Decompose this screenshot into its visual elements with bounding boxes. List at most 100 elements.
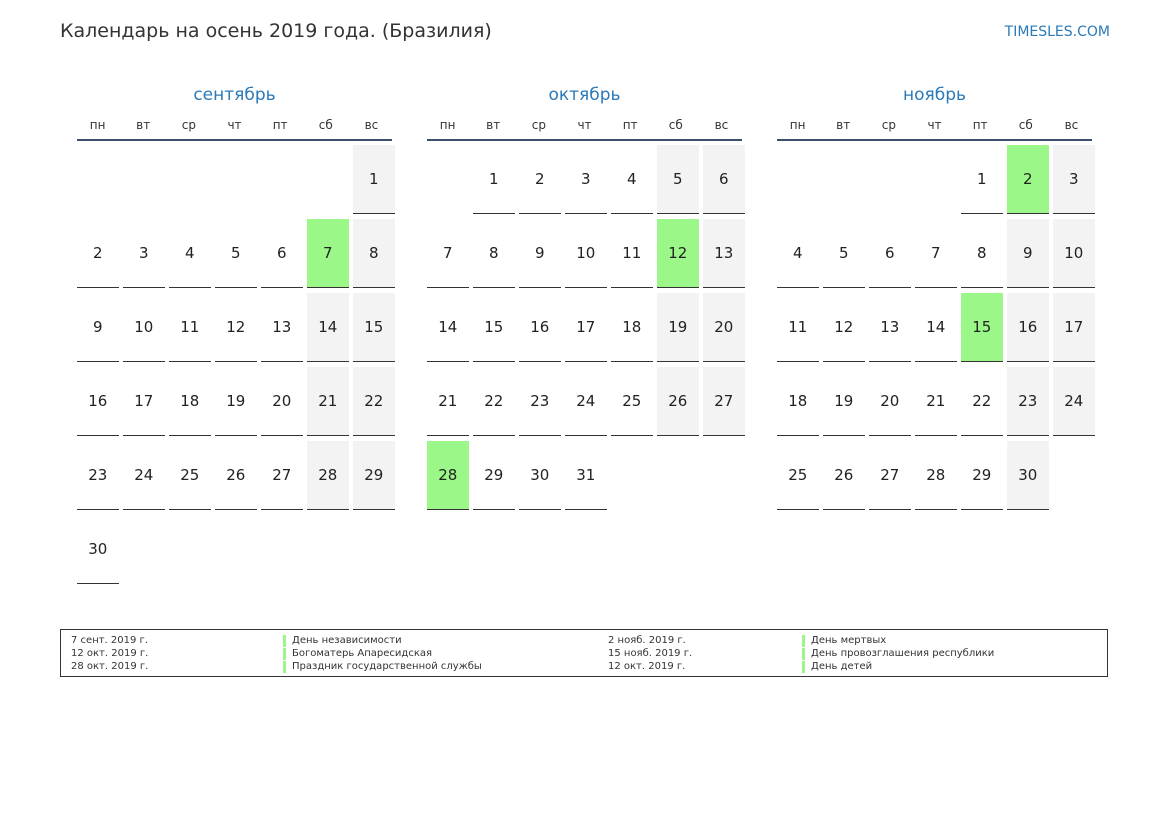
day-cell[interactable]: 6 — [869, 219, 911, 288]
day-cell[interactable]: 24 — [1053, 367, 1095, 436]
day-cell[interactable]: 24 — [565, 367, 607, 436]
day-cell[interactable]: 11 — [611, 219, 653, 288]
day-cell[interactable]: 25 — [611, 367, 653, 436]
day-cell[interactable]: 16 — [1007, 293, 1049, 362]
day-cell[interactable]: 1 — [353, 145, 395, 214]
day-cell[interactable]: 21 — [915, 367, 957, 436]
day-cell[interactable]: 24 — [123, 441, 165, 510]
day-cell[interactable]: 29 — [353, 441, 395, 510]
day-cell[interactable]: 23 — [1007, 367, 1049, 436]
day-cell[interactable]: 10 — [1053, 219, 1095, 288]
day-cell[interactable]: 1 — [961, 145, 1003, 214]
day-cell[interactable]: 19 — [823, 367, 865, 436]
day-cell[interactable]: 7 — [915, 219, 957, 288]
month-october: октябрь пн вт ср чт пт сб вс 1 2 3 4 5 6 7 8 9 10 11 12 13… — [427, 84, 745, 510]
day-cell[interactable]: 30 — [1007, 441, 1049, 510]
day-cell[interactable]: 29 — [961, 441, 1003, 510]
day-cell[interactable]: 3 — [123, 219, 165, 288]
day-cell[interactable]: 30 — [519, 441, 561, 510]
day-cell[interactable]: 8 — [473, 219, 515, 288]
day-cell[interactable]: 27 — [703, 367, 745, 436]
day-cell[interactable]: 14 — [915, 293, 957, 362]
day-cell[interactable]: 8 — [961, 219, 1003, 288]
day-cell[interactable]: 22 — [473, 367, 515, 436]
day-cell[interactable]: 23 — [519, 367, 561, 436]
day-cell[interactable]: 2 — [77, 219, 119, 288]
day-cell[interactable]: 9 — [519, 219, 561, 288]
day-cell[interactable]: 21 — [307, 367, 349, 436]
day-cell[interactable]: 14 — [307, 293, 349, 362]
day-cell[interactable]: 12 — [823, 293, 865, 362]
day-cell[interactable]: 26 — [823, 441, 865, 510]
day-cell[interactable]: 11 — [169, 293, 211, 362]
day-cell[interactable]: 26 — [215, 441, 257, 510]
day-cell[interactable]: 27 — [869, 441, 911, 510]
empty-cell — [307, 145, 349, 213]
day-cell[interactable]: 16 — [77, 367, 119, 436]
day-cell[interactable]: 20 — [261, 367, 303, 436]
day-cell[interactable]: 22 — [353, 367, 395, 436]
day-cell[interactable]: 13 — [261, 293, 303, 362]
legend-date: 15 нояб. 2019 г. — [608, 648, 693, 659]
day-cell[interactable]: 20 — [703, 293, 745, 362]
day-cell[interactable]: 11 — [777, 293, 819, 362]
day-cell[interactable]: 18 — [777, 367, 819, 436]
day-cell[interactable]: 10 — [565, 219, 607, 288]
day-cell[interactable]: 19 — [215, 367, 257, 436]
day-cell[interactable]: 16 — [519, 293, 561, 362]
day-cell[interactable]: 4 — [169, 219, 211, 288]
day-cell[interactable]: 21 — [427, 367, 469, 436]
day-cell[interactable]: 17 — [1053, 293, 1095, 362]
day-cell[interactable]: 25 — [169, 441, 211, 510]
legend-date: 28 окт. 2019 г. — [71, 661, 149, 672]
day-cell[interactable]: 4 — [777, 219, 819, 288]
day-cell[interactable]: 3 — [565, 145, 607, 214]
day-cell[interactable]: 17 — [123, 367, 165, 436]
empty-cell — [915, 145, 957, 213]
holiday-day-cell[interactable]: 7 — [307, 219, 349, 288]
day-cell[interactable]: 10 — [123, 293, 165, 362]
holiday-day-cell[interactable]: 28 — [427, 441, 469, 510]
day-cell[interactable]: 17 — [565, 293, 607, 362]
day-cell[interactable]: 30 — [77, 515, 119, 584]
day-cell[interactable]: 4 — [611, 145, 653, 214]
day-cell[interactable]: 12 — [215, 293, 257, 362]
day-cell[interactable]: 5 — [657, 145, 699, 214]
day-cell[interactable]: 31 — [565, 441, 607, 510]
day-cell[interactable]: 5 — [823, 219, 865, 288]
day-cell[interactable]: 26 — [657, 367, 699, 436]
day-cell[interactable]: 19 — [657, 293, 699, 362]
month-november: ноябрь пн вт ср чт пт сб вс 1 2 3 4 5 6 7 8 9 10 11 12 13 1… — [777, 84, 1095, 510]
day-cell[interactable]: 2 — [519, 145, 561, 214]
site-link[interactable]: TIMESLES.COM — [1004, 24, 1110, 40]
day-cell[interactable]: 18 — [611, 293, 653, 362]
day-cell[interactable]: 13 — [703, 219, 745, 288]
day-grid: 1 2 3 4 5 6 7 8 9 10 11 12 13 14 15 16 17 18 19 20 21 22 23 24 2… — [427, 145, 745, 510]
day-cell[interactable]: 3 — [1053, 145, 1095, 214]
day-cell[interactable]: 13 — [869, 293, 911, 362]
holiday-day-cell[interactable]: 15 — [961, 293, 1003, 362]
day-cell[interactable]: 22 — [961, 367, 1003, 436]
day-cell[interactable]: 29 — [473, 441, 515, 510]
day-cell[interactable]: 15 — [353, 293, 395, 362]
day-cell[interactable]: 9 — [1007, 219, 1049, 288]
day-cell[interactable]: 28 — [307, 441, 349, 510]
day-cell[interactable]: 18 — [169, 367, 211, 436]
day-cell[interactable]: 6 — [261, 219, 303, 288]
day-cell[interactable]: 23 — [77, 441, 119, 510]
day-cell[interactable]: 5 — [215, 219, 257, 288]
day-cell[interactable]: 8 — [353, 219, 395, 288]
day-cell[interactable]: 7 — [427, 219, 469, 288]
weekday-label: сб — [318, 118, 333, 132]
day-cell[interactable]: 9 — [77, 293, 119, 362]
day-cell[interactable]: 6 — [703, 145, 745, 214]
day-cell[interactable]: 25 — [777, 441, 819, 510]
day-cell[interactable]: 1 — [473, 145, 515, 214]
day-cell[interactable]: 15 — [473, 293, 515, 362]
day-cell[interactable]: 20 — [869, 367, 911, 436]
day-cell[interactable]: 14 — [427, 293, 469, 362]
day-cell[interactable]: 28 — [915, 441, 957, 510]
holiday-day-cell[interactable]: 12 — [657, 219, 699, 288]
holiday-day-cell[interactable]: 2 — [1007, 145, 1049, 214]
day-cell[interactable]: 27 — [261, 441, 303, 510]
